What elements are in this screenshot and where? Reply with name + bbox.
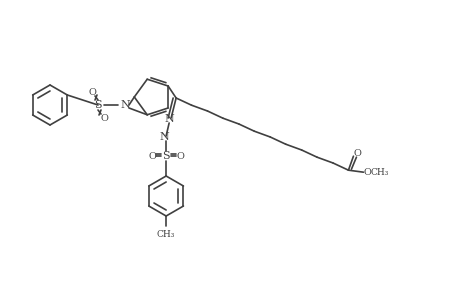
Text: O: O	[353, 149, 361, 158]
Text: CH₃: CH₃	[369, 168, 388, 177]
Text: S: S	[162, 151, 169, 161]
Text: O: O	[88, 88, 96, 97]
Text: O: O	[100, 113, 108, 122]
Text: S: S	[94, 100, 101, 110]
Text: CH₃: CH₃	[157, 230, 175, 238]
Text: N: N	[159, 132, 168, 142]
Text: O: O	[148, 152, 156, 160]
Text: N: N	[164, 114, 174, 124]
Text: O: O	[176, 152, 184, 160]
Text: O: O	[363, 168, 370, 177]
Text: N: N	[120, 100, 129, 110]
